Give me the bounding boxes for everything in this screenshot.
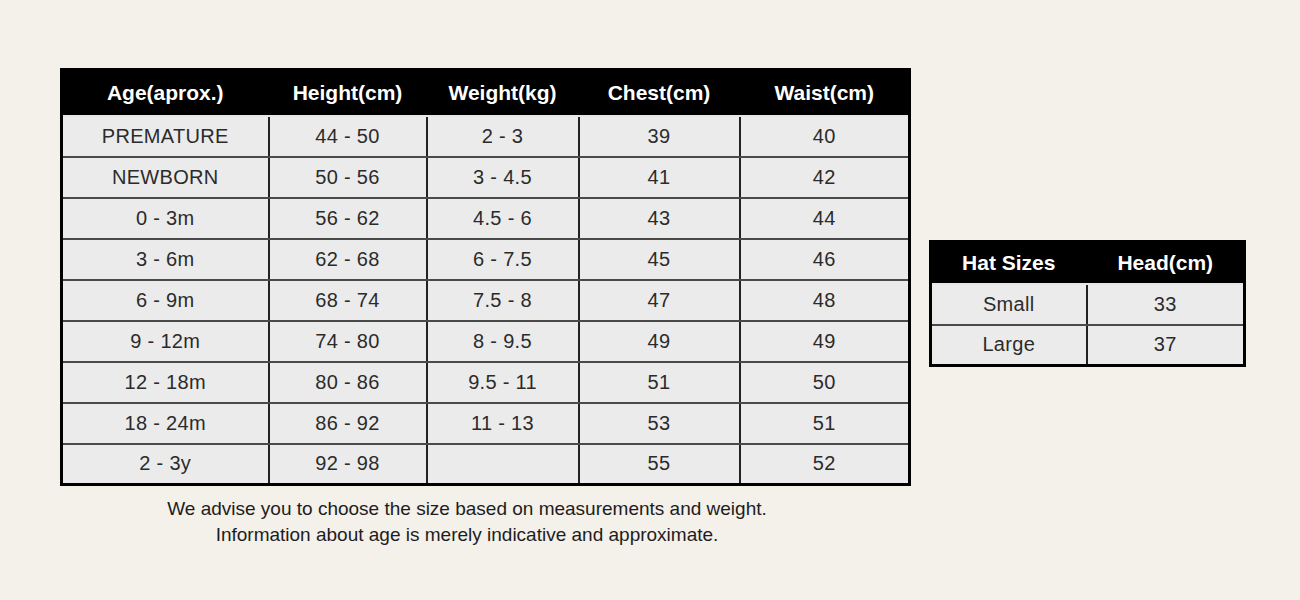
table-cell: 49 [579, 321, 740, 362]
table-cell: 7.5 - 8 [427, 280, 579, 321]
table-cell: Small [931, 284, 1087, 325]
table-cell: 6 - 7.5 [427, 239, 579, 280]
table-row: Large37 [931, 325, 1245, 366]
table-cell: 46 [740, 239, 910, 280]
hat-sizes-header-row: Hat Sizes Head(cm) [931, 242, 1245, 284]
table-cell: 86 - 92 [269, 403, 427, 444]
table-cell: 92 - 98 [269, 444, 427, 485]
table-row: PREMATURE44 - 502 - 33940 [62, 116, 910, 157]
table-row: 9 - 12m74 - 808 - 9.54949 [62, 321, 910, 362]
table-cell: 18 - 24m [62, 403, 269, 444]
table-cell: 9.5 - 11 [427, 362, 579, 403]
advisory-note: We advise you to choose the size based o… [43, 496, 891, 548]
table-cell: 74 - 80 [269, 321, 427, 362]
table-cell: 6 - 9m [62, 280, 269, 321]
table-cell: 47 [579, 280, 740, 321]
table-cell: 50 - 56 [269, 157, 427, 198]
column-header-age: Age(aprox.) [62, 70, 269, 116]
size-chart-table: Age(aprox.) Height(cm) Weight(kg) Chest(… [60, 68, 911, 486]
table-cell: Large [931, 325, 1087, 366]
table-cell: 51 [740, 403, 910, 444]
table-row: 3 - 6m62 - 686 - 7.54546 [62, 239, 910, 280]
table-row: Small33 [931, 284, 1245, 325]
table-cell: 43 [579, 198, 740, 239]
table-cell: 53 [579, 403, 740, 444]
table-cell [427, 444, 579, 485]
column-header-head: Head(cm) [1087, 242, 1245, 284]
table-cell: 52 [740, 444, 910, 485]
table-cell: 51 [579, 362, 740, 403]
hat-sizes-table: Hat Sizes Head(cm) Small33Large37 [929, 240, 1246, 367]
table-row: 0 - 3m56 - 624.5 - 64344 [62, 198, 910, 239]
table-cell: 42 [740, 157, 910, 198]
table-cell: 50 [740, 362, 910, 403]
table-cell: 68 - 74 [269, 280, 427, 321]
table-cell: 41 [579, 157, 740, 198]
table-cell: 39 [579, 116, 740, 157]
size-chart-header-row: Age(aprox.) Height(cm) Weight(kg) Chest(… [62, 70, 910, 116]
advisory-note-line1: We advise you to choose the size based o… [43, 496, 891, 522]
table-cell: 62 - 68 [269, 239, 427, 280]
table-cell: 55 [579, 444, 740, 485]
column-header-waist: Waist(cm) [740, 70, 910, 116]
table-cell: 44 - 50 [269, 116, 427, 157]
table-cell: 2 - 3 [427, 116, 579, 157]
column-header-height: Height(cm) [269, 70, 427, 116]
table-row: 18 - 24m86 - 9211 - 135351 [62, 403, 910, 444]
table-cell: 33 [1087, 284, 1245, 325]
column-header-weight: Weight(kg) [427, 70, 579, 116]
table-row: NEWBORN50 - 563 - 4.54142 [62, 157, 910, 198]
table-cell: 2 - 3y [62, 444, 269, 485]
table-row: 12 - 18m80 - 869.5 - 115150 [62, 362, 910, 403]
table-cell: 80 - 86 [269, 362, 427, 403]
table-cell: 3 - 6m [62, 239, 269, 280]
table-cell: 0 - 3m [62, 198, 269, 239]
table-cell: 49 [740, 321, 910, 362]
table-cell: 3 - 4.5 [427, 157, 579, 198]
table-row: 6 - 9m68 - 747.5 - 84748 [62, 280, 910, 321]
table-cell: 11 - 13 [427, 403, 579, 444]
advisory-note-line2: Information about age is merely indicati… [43, 522, 891, 548]
table-cell: 45 [579, 239, 740, 280]
table-cell: NEWBORN [62, 157, 269, 198]
column-header-hat-sizes: Hat Sizes [931, 242, 1087, 284]
table-cell: 37 [1087, 325, 1245, 366]
table-cell: 48 [740, 280, 910, 321]
table-cell: 40 [740, 116, 910, 157]
table-row: 2 - 3y92 - 98 5552 [62, 444, 910, 485]
table-cell: 12 - 18m [62, 362, 269, 403]
table-cell: 9 - 12m [62, 321, 269, 362]
table-cell: PREMATURE [62, 116, 269, 157]
table-cell: 4.5 - 6 [427, 198, 579, 239]
table-cell: 44 [740, 198, 910, 239]
table-cell: 56 - 62 [269, 198, 427, 239]
table-cell: 8 - 9.5 [427, 321, 579, 362]
column-header-chest: Chest(cm) [579, 70, 740, 116]
